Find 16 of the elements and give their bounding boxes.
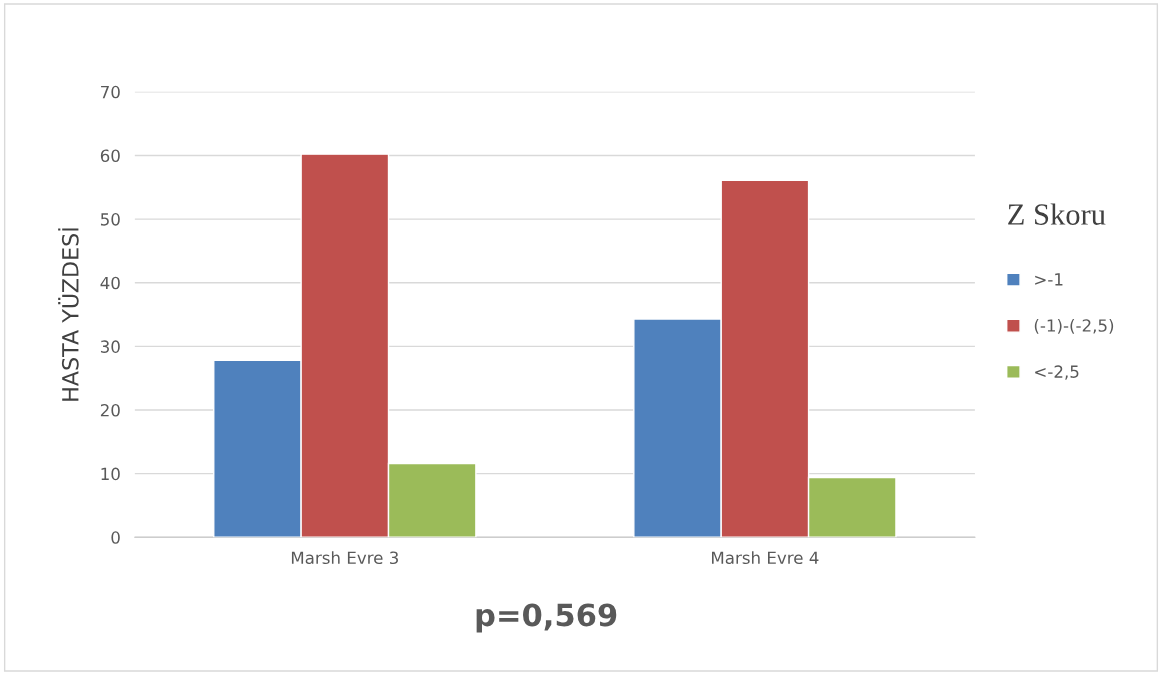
y-tick-label: 30 — [100, 340, 120, 353]
x-tick-label: Marsh Evre 4 — [712, 551, 819, 565]
text: p=0,569 — [476, 603, 617, 633]
legend-label: >-1 — [1035, 273, 1063, 286]
x-tick-label: Marsh Evre 3 — [291, 551, 398, 565]
legend-title: Z Skoru — [1008, 203, 1106, 225]
legend-label: <-2,5 — [1035, 365, 1079, 380]
y-tick-label: 60 — [100, 149, 120, 163]
y-axis-title: HASTA YÜZDESİ — [58, 228, 79, 401]
legend-label: (-1)-(-2,5) — [1034, 318, 1114, 334]
y-tick-label: 70 — [101, 85, 120, 99]
y-tick-label: 10 — [101, 467, 120, 481]
y-tick-label: 20 — [100, 403, 120, 417]
y-tick-label: 50 — [100, 213, 120, 226]
y-tick-label: 40 — [100, 276, 120, 290]
y-tick-label: 0 — [111, 531, 120, 544]
